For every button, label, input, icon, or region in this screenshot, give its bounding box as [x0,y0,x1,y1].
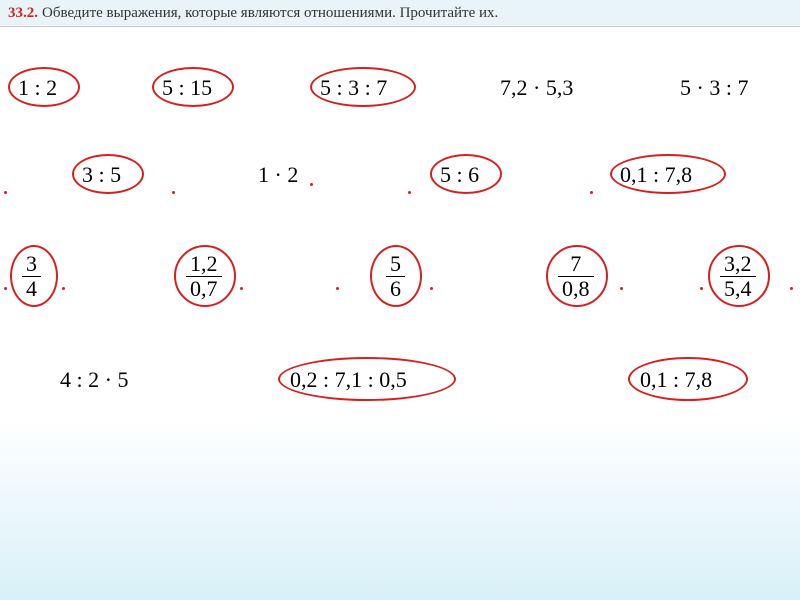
dot [4,287,7,290]
dot [430,287,433,290]
task-number: 33.2. [8,5,38,21]
circle-1-2 [152,67,234,107]
dot [590,191,593,194]
circle-3-4 [546,245,608,307]
circle-2-1 [72,154,144,194]
task-header: 33.2. Обведите выражения, которые являют… [0,0,800,27]
expr-4-1: 4 : 2 · 5 [60,367,128,393]
circle-1-3 [310,67,416,107]
circle-1-1 [8,67,80,107]
circle-3-1 [10,245,58,307]
dot [310,183,313,186]
dot [240,287,243,290]
expr-1-4: 7,2 · 5,3 [500,75,573,101]
dot [4,191,7,194]
circle-4-2 [278,357,456,401]
circle-2-3 [430,154,502,194]
expr-2-2: 1 · 2 [258,162,298,188]
expr-1-5: 5 · 3 : 7 [680,75,748,101]
circle-3-2 [174,245,236,307]
expressions-area: 1 : 2 5 : 15 5 : 3 : 7 7,2 · 5,3 5 · 3 :… [0,27,800,587]
dot [700,287,703,290]
dot [620,287,623,290]
circle-2-4 [610,154,726,194]
task-instruction: Обведите выражения, которые являются отн… [42,5,498,21]
dot [790,287,793,290]
dot [172,191,175,194]
dot [336,287,339,290]
circle-3-3 [370,245,422,307]
dot [62,287,65,290]
dot [408,191,411,194]
circle-3-5 [708,245,770,307]
circle-4-3 [628,357,748,401]
